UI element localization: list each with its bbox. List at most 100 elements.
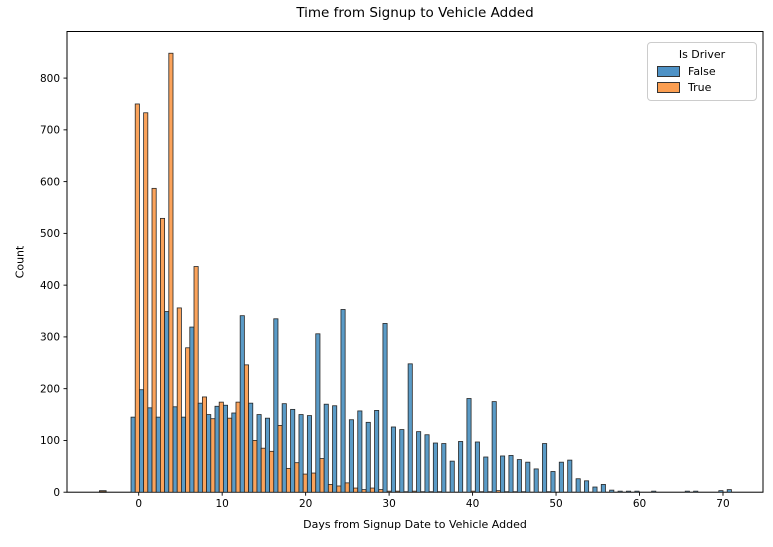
bar-false-day3 — [155, 416, 161, 493]
bar-true-day0 — [134, 103, 140, 493]
bar-false-day42 — [483, 456, 489, 493]
bar-true-day7 — [193, 266, 199, 493]
legend-title: Is Driver — [678, 48, 726, 61]
bar-false-day70 — [718, 490, 724, 493]
bar-false-day50 — [550, 471, 556, 493]
bar-false-day26 — [348, 419, 354, 493]
bar-true-day4 — [168, 52, 174, 493]
bar-false-day28 — [365, 421, 371, 493]
bar-false-day7 — [189, 326, 195, 493]
bar-false-day37 — [441, 443, 447, 493]
bar-false-day38 — [449, 460, 455, 493]
x-tick-label: 30 — [382, 498, 395, 510]
bar-false-day47 — [525, 461, 531, 493]
bar-true-day40 — [470, 490, 476, 493]
x-tick-label: 70 — [716, 498, 729, 510]
bar-false-day58 — [617, 490, 623, 493]
bar-false-day16 — [264, 417, 270, 493]
bar-false-day51 — [558, 461, 564, 493]
legend-swatch-true — [657, 82, 680, 93]
bar-true-day22 — [319, 458, 325, 493]
bar-false-day30 — [382, 323, 388, 493]
bar-false-day36 — [432, 442, 438, 493]
bar-true-day29 — [378, 489, 384, 493]
x-tick-label: 0 — [135, 498, 142, 510]
bar-false-day15 — [256, 414, 262, 493]
bar-false-day45 — [508, 455, 514, 493]
y-tick-label: 700 — [40, 125, 60, 137]
bar-false-day57 — [609, 489, 615, 493]
legend: Is Driver False True — [647, 42, 757, 101]
bar-true-day45 — [512, 491, 518, 493]
y-tick-label: 200 — [40, 383, 60, 395]
bar-true-day9 — [210, 418, 216, 493]
chart-title: Time from Signup to Vehicle Added — [296, 5, 534, 21]
bar-false-day40 — [466, 398, 472, 493]
bar-false-day8 — [197, 402, 203, 493]
bar-false-day24 — [332, 405, 338, 493]
bar-true-day35 — [428, 491, 434, 493]
x-tick-label: 10 — [215, 498, 228, 510]
bar-false-day6 — [180, 416, 186, 493]
bar-true-day19 — [294, 462, 300, 493]
bar-false-day27 — [357, 410, 363, 493]
bar-false-day9 — [206, 414, 212, 493]
bar-false-day41 — [474, 441, 480, 493]
bar-false-day0 — [130, 416, 136, 493]
bar-true-day14 — [252, 440, 258, 493]
bar-false-day31 — [390, 426, 396, 493]
x-axis: 0 10 20 30 40 50 60 70 — [135, 492, 730, 510]
bar-true-day36 — [437, 491, 443, 493]
bar-false-day54 — [584, 480, 590, 493]
bar-true-day13 — [243, 364, 249, 493]
bar-false-day11 — [222, 404, 228, 493]
bar-true-day15 — [260, 447, 266, 493]
bar-false-day59 — [626, 490, 632, 493]
y-tick-label: 500 — [40, 228, 60, 240]
bar-false-day62 — [651, 490, 657, 493]
bar-false-day56 — [600, 484, 606, 493]
bar-true-day41 — [479, 491, 485, 493]
bar-false-day22 — [315, 333, 321, 493]
y-tick-label: 800 — [40, 73, 60, 85]
x-tick-label: 50 — [549, 498, 562, 510]
bar-true-day2 — [151, 187, 157, 493]
bar-true-day11 — [227, 417, 233, 493]
bar-false-day14 — [248, 402, 254, 493]
x-axis-label: Days from Signup Date to Vehicle Added — [303, 518, 527, 531]
bar-true-day8 — [201, 396, 207, 493]
bar-true-day5 — [176, 307, 182, 493]
bar-false-day20 — [298, 414, 304, 493]
bar-true-day26 — [353, 487, 359, 493]
x-tick-label: 60 — [633, 498, 646, 510]
bar-true-day25 — [344, 482, 350, 493]
bar-false-day10 — [214, 405, 220, 493]
y-tick-label: 300 — [40, 332, 60, 344]
bar-false-day29 — [374, 410, 380, 493]
bar-false-day1 — [139, 389, 145, 493]
bar-false-day48 — [533, 468, 539, 493]
bar-false-day21 — [306, 415, 312, 493]
bar-true-day43 — [495, 490, 501, 493]
bar-false-day60 — [634, 490, 640, 493]
legend-label: False — [688, 65, 716, 78]
x-tick-label: 20 — [299, 498, 312, 510]
y-tick-label: 600 — [40, 176, 60, 188]
bar-false-day46 — [516, 459, 522, 493]
bar-true-day44 — [504, 491, 510, 493]
bar-true-day12 — [235, 401, 241, 493]
bar-true-day18 — [285, 467, 291, 493]
bar-true-day23 — [327, 484, 333, 493]
y-axis: 0 100 200 300 400 500 600 700 800 — [40, 73, 67, 499]
bar-false-day33 — [407, 363, 413, 493]
histogram-bars — [130, 52, 732, 493]
bar-false-day43 — [491, 401, 497, 493]
bar-false-day55 — [592, 486, 598, 493]
y-axis-label: Count — [13, 245, 27, 279]
bar-false-day44 — [500, 455, 506, 493]
bar-false-day17 — [273, 318, 279, 493]
bar-false-day32 — [399, 429, 405, 493]
bar-false-day53 — [575, 478, 581, 493]
bar-false-day66 — [684, 490, 690, 493]
